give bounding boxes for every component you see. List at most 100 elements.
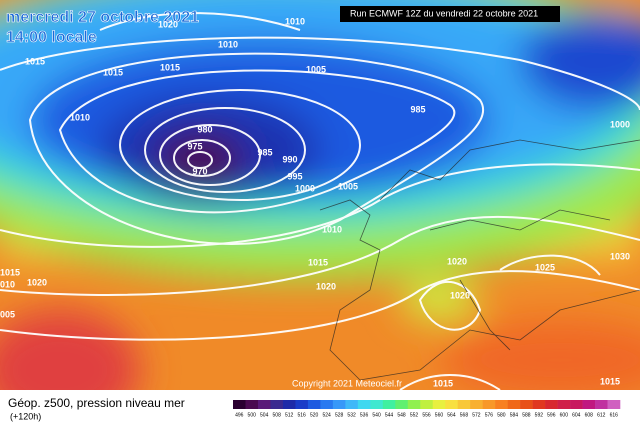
color-swatch — [332, 400, 346, 409]
legend-tick: 572 — [472, 412, 481, 418]
date: mercredi 27 octobre 2021 — [6, 9, 199, 26]
color-swatch — [357, 400, 371, 409]
isobar-label: 1030 — [610, 251, 630, 261]
legend-tick: 520 — [310, 412, 319, 418]
color-swatch — [607, 400, 621, 409]
legend-tick: 600 — [560, 412, 569, 418]
isobar-label: 1010 — [70, 112, 90, 122]
legend-tick: 496 — [235, 412, 244, 418]
legend-tick: 592 — [535, 412, 544, 418]
isobar-label: 1020 — [316, 281, 336, 291]
legend-tick: 564 — [447, 412, 456, 418]
color-swatch — [470, 400, 483, 409]
colorbar: 496 500 504 508 512 516 520 524 528 532 536 540 544 5… — [233, 400, 621, 418]
isobar-label: 975 — [187, 141, 202, 151]
color-swatch — [545, 400, 558, 409]
isobar-label: 1015 — [308, 257, 328, 267]
legend-tick: 552 — [410, 412, 419, 418]
color-swatch — [482, 400, 496, 409]
isobar-label: 985 — [257, 147, 272, 157]
isobar-label: 1005 — [306, 64, 326, 74]
color-swatch — [295, 400, 309, 409]
color-swatch — [532, 400, 546, 409]
legend-tick: 580 — [497, 412, 506, 418]
legend-tick: 528 — [335, 412, 344, 418]
lead-time: (+120h) — [10, 411, 41, 421]
isobar-label: 1020 — [158, 19, 178, 29]
isobar-label: 1015 — [600, 376, 620, 386]
isobar-label: 1020 — [27, 277, 47, 287]
legend-tick: 576 — [485, 412, 494, 418]
isobar-label: 1010 — [0, 279, 15, 289]
isobar-label: 1000 — [295, 183, 315, 193]
color-swatch — [507, 400, 521, 409]
isobar-label: 990 — [282, 154, 297, 164]
color-swatch — [557, 400, 571, 409]
color-swatch — [270, 400, 284, 409]
color-swatch — [445, 400, 459, 409]
color-swatch — [432, 400, 446, 409]
color-swatch — [382, 400, 396, 409]
legend-tick: 588 — [522, 412, 531, 418]
legend-tick: 524 — [322, 412, 331, 418]
copyright: Copyright 2021 Meteociel.fr — [292, 378, 402, 388]
color-swatch — [420, 400, 434, 409]
legend-tick: 500 — [248, 412, 257, 418]
color-swatch — [307, 400, 321, 409]
legend-tick: 540 — [372, 412, 381, 418]
run-box — [340, 6, 560, 22]
run-info: Run ECMWF 12Z du vendredi 22 octobre 202… — [350, 8, 538, 18]
isobar-label: 1015 — [160, 62, 180, 72]
legend-tick: 516 — [297, 412, 306, 418]
isobar-label: 1015 — [25, 56, 45, 66]
legend-tick: 604 — [572, 412, 581, 418]
color-swatch — [370, 400, 384, 409]
legend-tick: 616 — [610, 412, 619, 418]
legend-tick: 568 — [460, 412, 469, 418]
legend-title: Géop. z500, pression niveau mer — [8, 396, 185, 410]
color-swatch — [570, 400, 583, 409]
isobar-label: 1020 — [447, 256, 467, 266]
legend-tick: 512 — [285, 412, 294, 418]
legend-tick: 584 — [510, 412, 519, 418]
legend-tick: 596 — [547, 412, 556, 418]
legend-tick: 612 — [597, 412, 606, 418]
legend-tick: 556 — [422, 412, 431, 418]
color-swatch — [257, 400, 271, 409]
isobar-label: 1010 — [322, 224, 342, 234]
isobar-label: 1020 — [450, 290, 470, 300]
isobar-label: 1010 — [218, 39, 238, 49]
isobar-label: 970 — [192, 166, 207, 176]
color-swatch — [407, 400, 421, 409]
color-swatch — [582, 400, 596, 409]
isobar-label: 1005 — [338, 181, 358, 191]
isobar-label: 995 — [287, 171, 302, 181]
isobar-label: 1025 — [535, 262, 555, 272]
color-swatch — [233, 400, 246, 409]
legend-tick: 536 — [360, 412, 369, 418]
color-swatch — [495, 400, 508, 409]
isobar-label: 985 — [410, 104, 425, 114]
color-swatch — [595, 400, 608, 409]
color-swatch — [320, 400, 334, 409]
time: 14:00 locale — [6, 29, 97, 46]
color-swatch — [282, 400, 296, 409]
color-swatch — [520, 400, 533, 409]
legend-tick: 548 — [397, 412, 406, 418]
isobar-label: 1010 — [285, 16, 305, 26]
color-swatch — [245, 400, 259, 409]
legend-tick: 508 — [273, 412, 282, 418]
isobar-label: 1015 — [0, 267, 20, 277]
isobar-label: 980 — [197, 124, 212, 134]
color-swatch — [457, 400, 471, 409]
legend-tick: 544 — [385, 412, 394, 418]
legend-tick: 504 — [260, 412, 269, 418]
isobar-label: 1000 — [610, 119, 630, 129]
isobar-labels: 1020 1010 1010 1015 1015 1015 1005 985 1010 980 97… — [0, 16, 630, 388]
legend-tick: 560 — [435, 412, 444, 418]
isobar-label: 1005 — [0, 309, 15, 319]
color-swatch — [345, 400, 359, 409]
legend-tick: 608 — [585, 412, 594, 418]
